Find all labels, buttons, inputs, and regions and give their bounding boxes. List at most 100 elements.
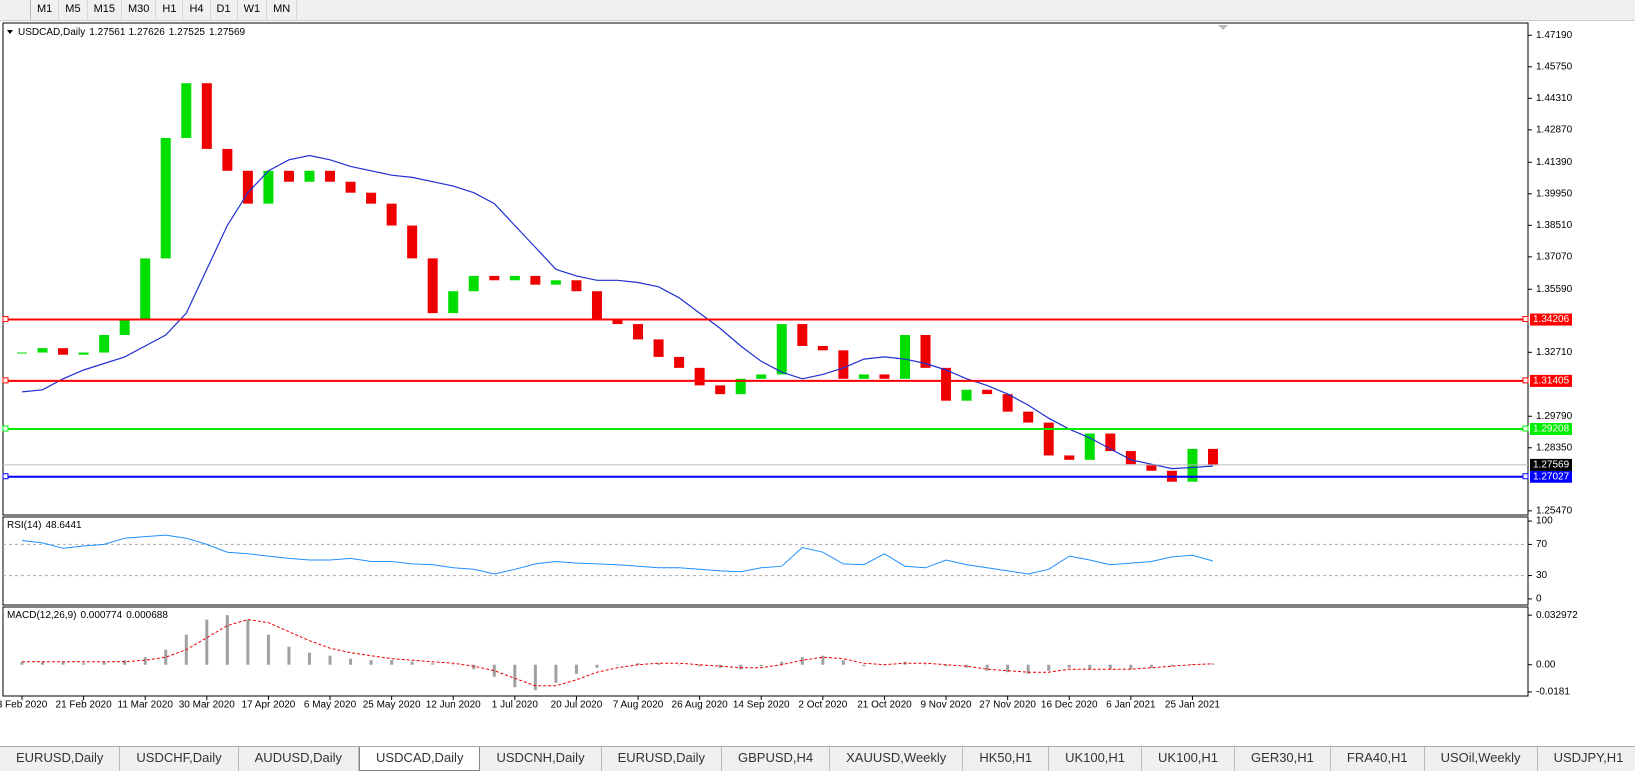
header-value: RSI(14) [7, 520, 41, 531]
y-tick-label: 1.39950 [1536, 188, 1573, 199]
y-tick-label: 1.37070 [1536, 251, 1573, 262]
candle [1064, 455, 1075, 460]
macd-bar [164, 649, 168, 665]
timeframe-button[interactable]: H4 [183, 0, 211, 20]
macd-bar [965, 664, 969, 668]
chart-tab[interactable]: AUDUSD,Daily [239, 747, 360, 771]
x-tick-label: 17 Apr 2020 [241, 700, 295, 711]
macd-bar [554, 664, 558, 683]
y-tick-label: 1.47190 [1536, 30, 1573, 41]
candle [571, 280, 582, 292]
chart-header: USDCAD,Daily 1.27561 1.27626 1.27525 1.27569 [18, 27, 246, 38]
macd-bar [143, 657, 147, 665]
chart-tab[interactable]: EURUSD,Daily [0, 747, 121, 771]
chart-tab[interactable]: XAUUSD,Weekly [830, 747, 964, 771]
macd-bar [410, 661, 414, 665]
macd-bar [636, 663, 640, 665]
macd-bar [205, 619, 209, 665]
y-tick-label: 0.032972 [1536, 610, 1578, 621]
timeframe-button[interactable]: D1 [211, 0, 238, 20]
collapse-icon [7, 30, 13, 34]
y-tick-label: 1.32710 [1536, 347, 1573, 358]
timeframe-button[interactable]: M1 [31, 0, 60, 20]
level-label: 1.31405 [1533, 376, 1570, 387]
timeframe-button[interactable]: MN [267, 0, 298, 20]
y-tick-label: 30 [1536, 570, 1548, 581]
current-price-label: 1.27569 [1533, 460, 1570, 471]
candle [961, 389, 972, 401]
macd-bar [369, 660, 373, 665]
macd-bar [102, 661, 106, 665]
chart-tab[interactable]: HK50,H1 [963, 747, 1050, 771]
macd-bar [82, 663, 86, 665]
macd-bar [1026, 664, 1030, 674]
x-tick-label: 1 Jul 2020 [492, 700, 539, 711]
macd-bar [1067, 664, 1071, 668]
x-tick-label: 14 Sep 2020 [733, 700, 790, 711]
macd-bar [1088, 664, 1092, 670]
candle [1023, 411, 1034, 423]
chart-tab[interactable]: USDCHF,Daily [120, 747, 239, 771]
x-tick-label: 27 Nov 2020 [979, 700, 1036, 711]
chart-tab[interactable]: USDJPY,H1 [1538, 747, 1635, 771]
candle [345, 181, 356, 193]
signal-line [22, 619, 1214, 687]
macd-bar [431, 663, 435, 665]
candle [283, 170, 294, 182]
timeframe-button[interactable]: M15 [88, 0, 122, 20]
header-value: 0.000774 [80, 610, 122, 621]
chart-tab[interactable]: GER30,H1 [1235, 747, 1331, 771]
y-tick-label: 1.45750 [1536, 61, 1573, 72]
macd-bar [924, 664, 928, 666]
candle [1043, 422, 1054, 456]
macd-bar [677, 664, 681, 666]
level-handle [1522, 473, 1529, 480]
macd-bar [123, 660, 127, 665]
chart-tab[interactable]: USDCAD,Daily [359, 747, 481, 771]
y-tick-label: 1.25470 [1536, 505, 1573, 516]
y-tick-label: 1.42870 [1536, 124, 1573, 135]
timeframe-button[interactable]: H1 [156, 0, 184, 20]
chart-tab[interactable]: UK100,H1 [1142, 747, 1236, 771]
candle [222, 148, 233, 171]
x-tick-label: 16 Dec 2020 [1041, 700, 1098, 711]
chart-tab[interactable]: FRA40,H1 [1331, 747, 1425, 771]
candle [1208, 448, 1218, 465]
x-tick-label: 12 Jun 2020 [426, 700, 481, 711]
y-tick-label: 70 [1536, 539, 1548, 550]
x-tick-label: 21 Oct 2020 [857, 700, 912, 711]
x-tick-label: 3 Feb 2020 [0, 700, 48, 711]
timeframe-button[interactable]: W1 [238, 0, 268, 20]
candle [160, 137, 171, 259]
timeframe-button[interactable]: M5 [59, 0, 88, 20]
level-label-box [1530, 313, 1572, 326]
chart-tab[interactable]: USOil,Weekly [1425, 747, 1538, 771]
y-tick-label: 100 [1536, 516, 1553, 527]
macd-bar [1006, 664, 1010, 673]
candle [1084, 433, 1095, 460]
macd-bar [595, 664, 599, 668]
candle [817, 345, 828, 351]
candle [858, 374, 869, 379]
y-tick-label: 1.35590 [1536, 284, 1573, 295]
timeframe-toolbar: M1 M5 M15 M30 H1 H4 D1 W1 MN [0, 0, 1635, 21]
macd-bar [225, 615, 229, 665]
candle [591, 291, 602, 320]
macd-bar [533, 664, 537, 691]
candle [633, 324, 644, 340]
level-handle [1522, 316, 1529, 323]
chart-tab[interactable]: USDCNH,Daily [480, 747, 602, 771]
candle [715, 385, 726, 395]
timeframe-button[interactable]: M30 [122, 0, 157, 20]
macd-bar [41, 661, 45, 665]
candle [17, 352, 27, 354]
macd-bar [657, 663, 661, 665]
chart-tab[interactable]: GBPUSD,H4 [722, 747, 831, 771]
toolbar-grip [0, 0, 31, 20]
chart-tab[interactable]: EURUSD,Daily [602, 747, 722, 771]
candle [694, 367, 705, 386]
chart-tab[interactable]: UK100,H1 [1049, 747, 1143, 771]
candle [1146, 464, 1157, 471]
chart-tabs: EURUSD,Daily USDCHF,Daily AUDUSD,Daily USDC… [0, 746, 1635, 771]
